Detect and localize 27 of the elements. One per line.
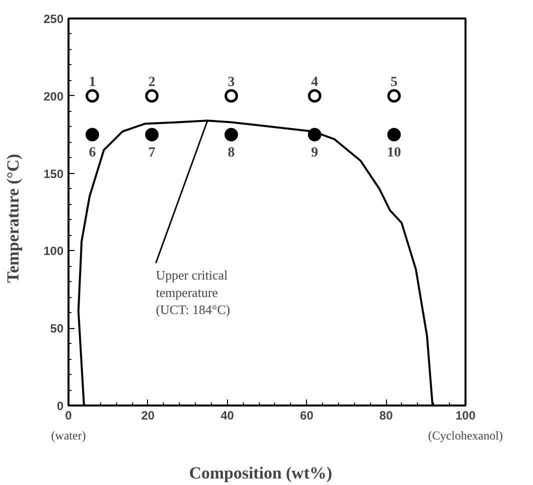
x-tick-label: 40 [220,408,234,422]
x-tick-label: 80 [379,408,394,422]
x-tick-label: 20 [141,408,155,422]
annotation: 4 [311,74,318,90]
y-tick-label: 0 [56,399,64,413]
annotation: 3 [228,74,235,90]
annotation: 6 [88,146,96,161]
text: (Cyclohexanol) [428,428,503,442]
y-axis-title: Temperature (°C) [3,154,22,283]
annotation: 2 [148,74,156,90]
y-tick-label: 200 [43,89,64,104]
y-tick-label: 150 [43,166,64,181]
text: (water) [51,428,86,442]
x-tick-label: 0 [65,408,72,422]
y-tick-label: 50 [50,322,64,336]
y-tick-label: 250 [43,12,64,26]
y-tick-label: 100 [43,244,64,258]
annotation: 7 [148,146,156,161]
annotation: 8 [228,146,235,161]
x-tick-label: 100 [455,408,476,422]
annotation: 5 [390,74,398,90]
annotation: 10 [387,146,402,161]
annotation: Upper critical temperature (UCT: 184°C) [156,268,230,318]
x-axis-title: Composition (wt%) [189,464,332,482]
annotation: 9 [311,146,318,161]
x-tick-label: 60 [300,408,314,422]
annotation: 1 [88,74,96,90]
